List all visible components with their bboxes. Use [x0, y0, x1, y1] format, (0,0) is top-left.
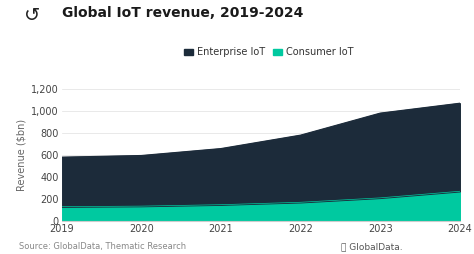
Legend: Enterprise IoT, Consumer IoT: Enterprise IoT, Consumer IoT	[181, 44, 357, 61]
Text: Global IoT revenue, 2019-2024: Global IoT revenue, 2019-2024	[62, 6, 303, 20]
Text: ↺: ↺	[24, 6, 40, 25]
Text: ⓘ GlobalData.: ⓘ GlobalData.	[341, 243, 403, 251]
Y-axis label: Revenue ($bn): Revenue ($bn)	[17, 119, 27, 191]
Text: Source: GlobalData, Thematic Research: Source: GlobalData, Thematic Research	[19, 243, 186, 251]
